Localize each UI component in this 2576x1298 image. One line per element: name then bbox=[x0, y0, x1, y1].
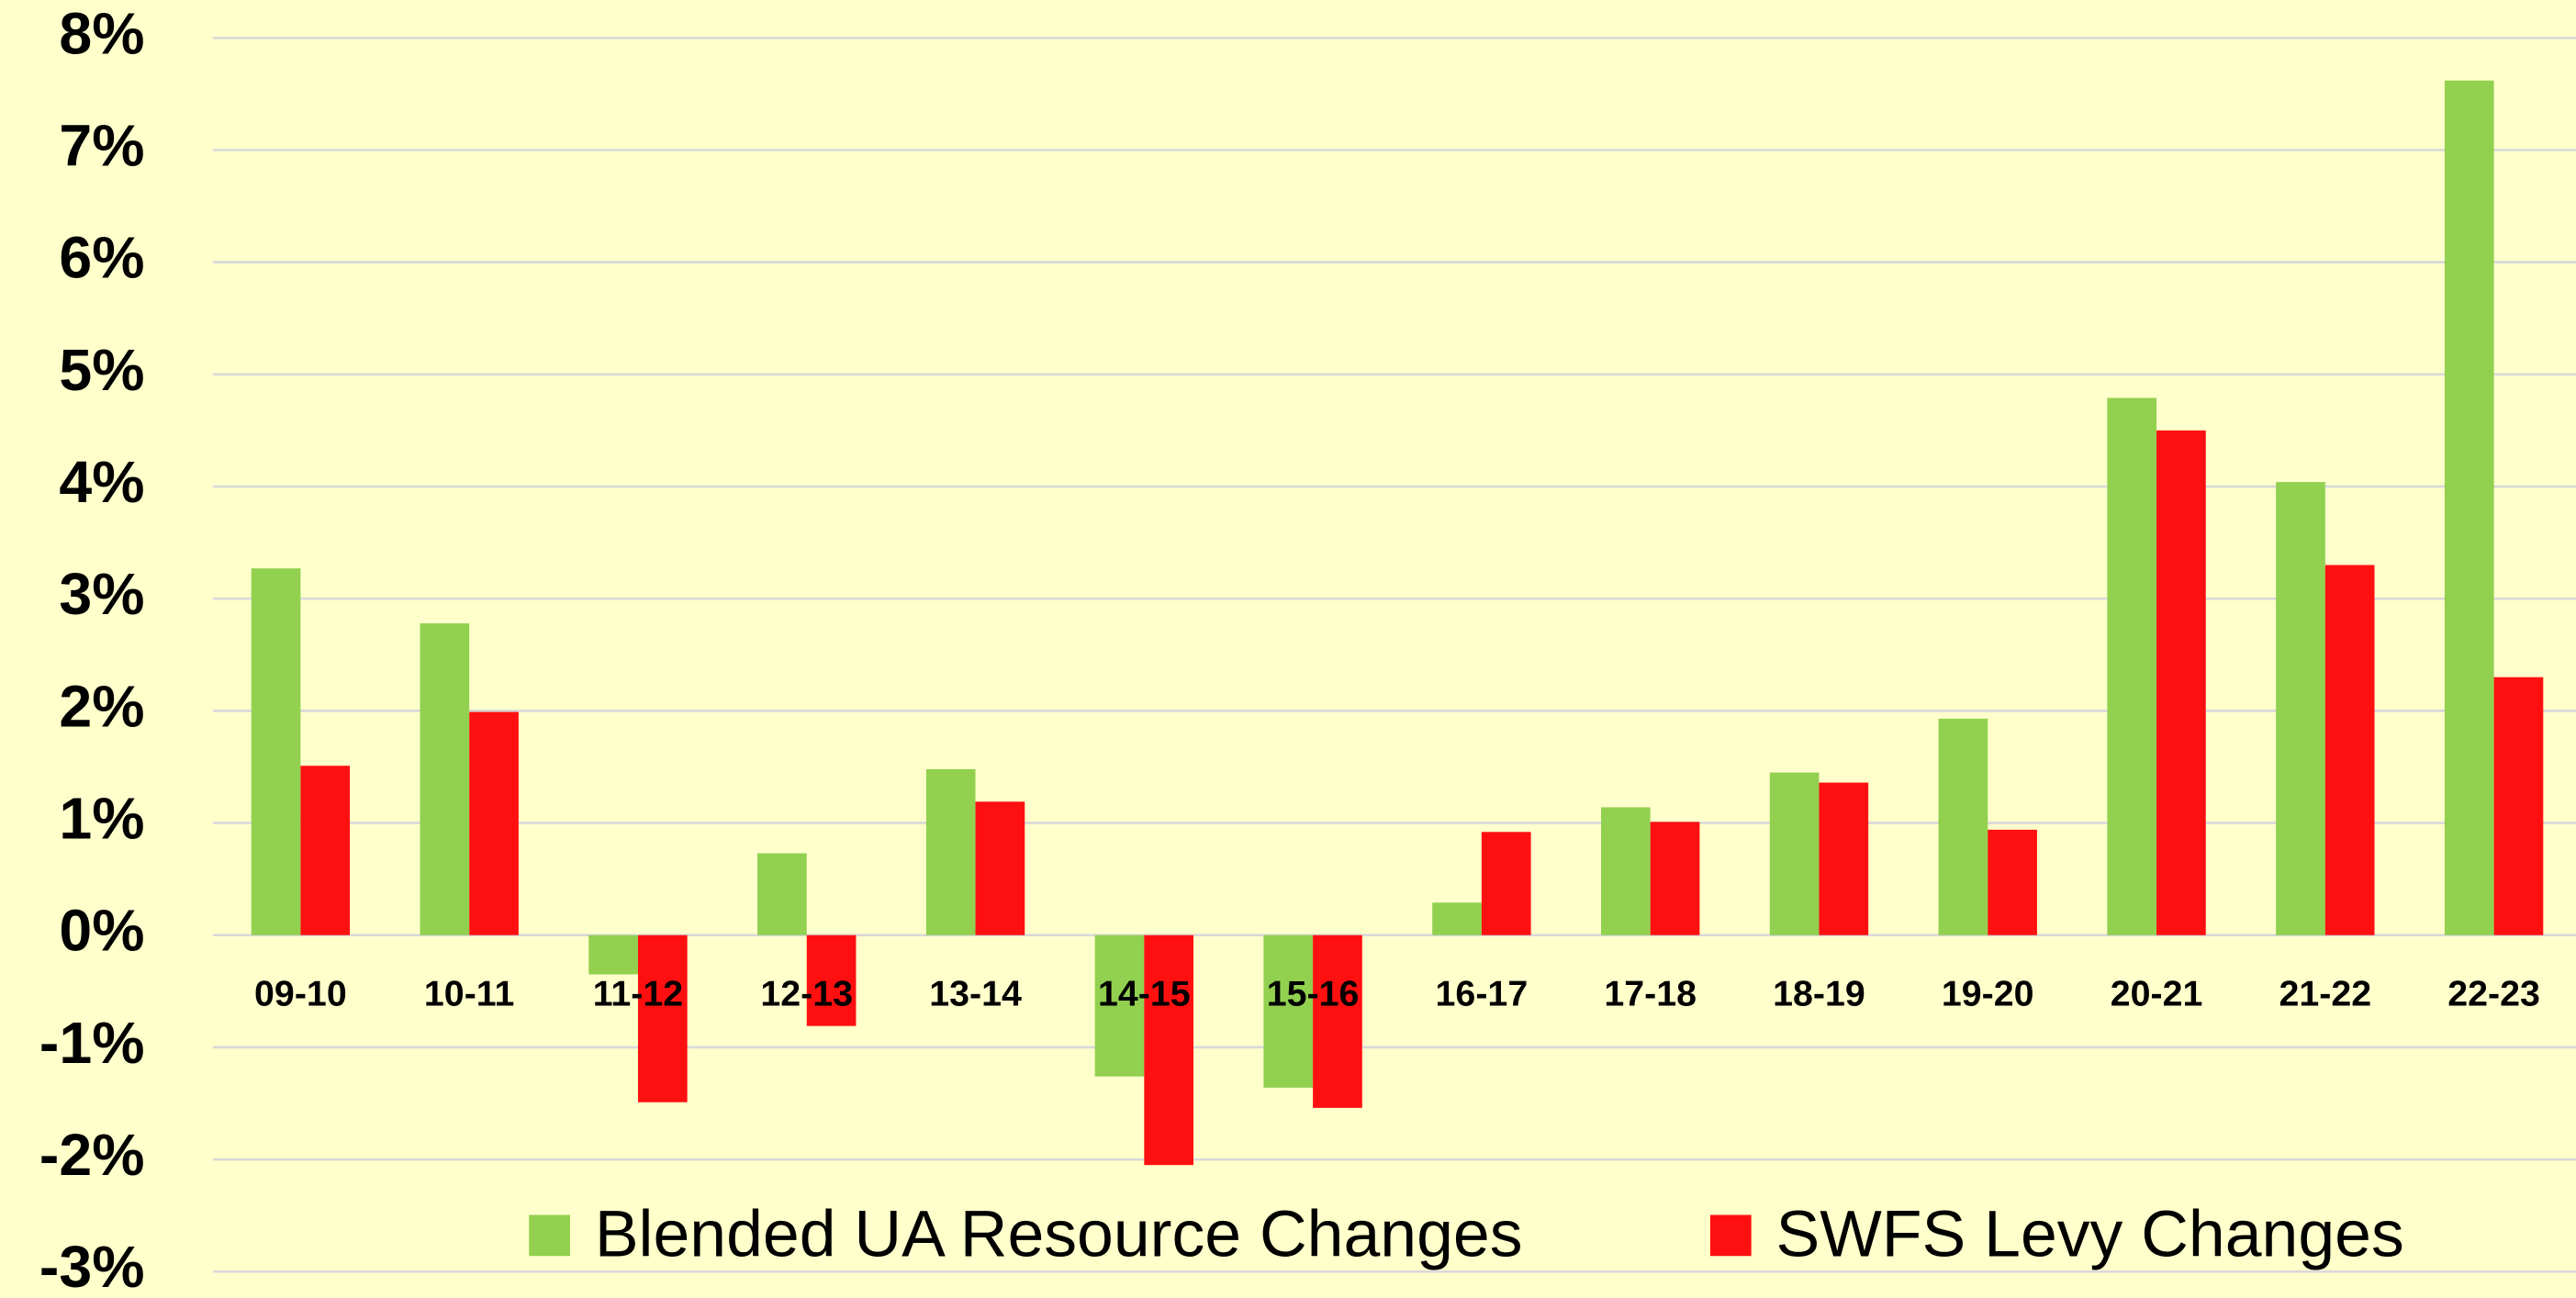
x-tick-label: 10-11 bbox=[424, 973, 515, 1013]
bar bbox=[1819, 782, 1869, 935]
bar bbox=[806, 934, 857, 1026]
bar bbox=[637, 934, 688, 1102]
y-tick-label: 1% bbox=[59, 786, 144, 852]
bar bbox=[1094, 934, 1145, 1077]
bar bbox=[1432, 902, 1482, 935]
bar bbox=[1650, 822, 1700, 935]
x-tick-label: 14-15 bbox=[1098, 973, 1191, 1013]
y-tick-label: 8% bbox=[59, 0, 144, 66]
bar bbox=[1769, 772, 1820, 935]
y-tick-label: -1% bbox=[39, 1010, 145, 1076]
y-tick-label: 2% bbox=[59, 673, 144, 739]
x-tick-label: 15-16 bbox=[1267, 973, 1360, 1013]
legend-swatch bbox=[529, 1214, 570, 1257]
bar bbox=[1481, 832, 1531, 935]
x-tick-label: 21-22 bbox=[2279, 973, 2371, 1013]
bar bbox=[975, 801, 1025, 935]
bar bbox=[757, 853, 807, 935]
bar bbox=[2493, 677, 2544, 935]
bar bbox=[2276, 482, 2325, 935]
bar bbox=[588, 934, 638, 975]
bar bbox=[2324, 565, 2375, 935]
bar bbox=[2444, 80, 2494, 935]
x-tick-label: 12-13 bbox=[760, 973, 853, 1013]
y-tick-label: -3% bbox=[39, 1234, 145, 1298]
x-tick-label: 22-23 bbox=[2447, 973, 2540, 1013]
bar bbox=[1938, 718, 1988, 935]
bar bbox=[1313, 934, 1362, 1108]
bar bbox=[1263, 934, 1314, 1088]
x-tick-label: 19-20 bbox=[1942, 973, 2034, 1013]
x-tick-label: 11-12 bbox=[593, 973, 684, 1013]
x-tick-label: 16-17 bbox=[1436, 973, 1529, 1013]
x-tick-label: 09-10 bbox=[254, 973, 347, 1013]
bar bbox=[251, 568, 301, 935]
x-tick-label: 20-21 bbox=[2111, 973, 2203, 1013]
bar bbox=[300, 766, 351, 935]
bar bbox=[925, 768, 976, 935]
y-tick-label: 4% bbox=[59, 449, 144, 515]
y-tick-label: 7% bbox=[59, 112, 144, 178]
legend-label: Blended UA Resource Changes bbox=[595, 1197, 1523, 1270]
legend-swatch bbox=[1709, 1214, 1752, 1257]
bar bbox=[420, 623, 470, 935]
y-tick-label: 3% bbox=[59, 561, 144, 627]
bar bbox=[469, 711, 519, 935]
bar bbox=[1988, 829, 2037, 935]
y-tick-label: 5% bbox=[59, 337, 144, 403]
bar bbox=[2107, 397, 2157, 935]
bar bbox=[2156, 430, 2206, 935]
x-tick-label: 17-18 bbox=[1604, 973, 1697, 1013]
bar bbox=[1144, 934, 1194, 1166]
x-tick-label: 13-14 bbox=[929, 973, 1022, 1013]
bar bbox=[1600, 807, 1651, 935]
y-tick-label: 6% bbox=[59, 225, 144, 291]
y-tick-label: -2% bbox=[39, 1122, 145, 1188]
x-tick-label: 18-19 bbox=[1773, 973, 1865, 1013]
y-tick-label: 0% bbox=[59, 898, 144, 964]
legend-label: SWFS Levy Changes bbox=[1775, 1197, 2403, 1270]
